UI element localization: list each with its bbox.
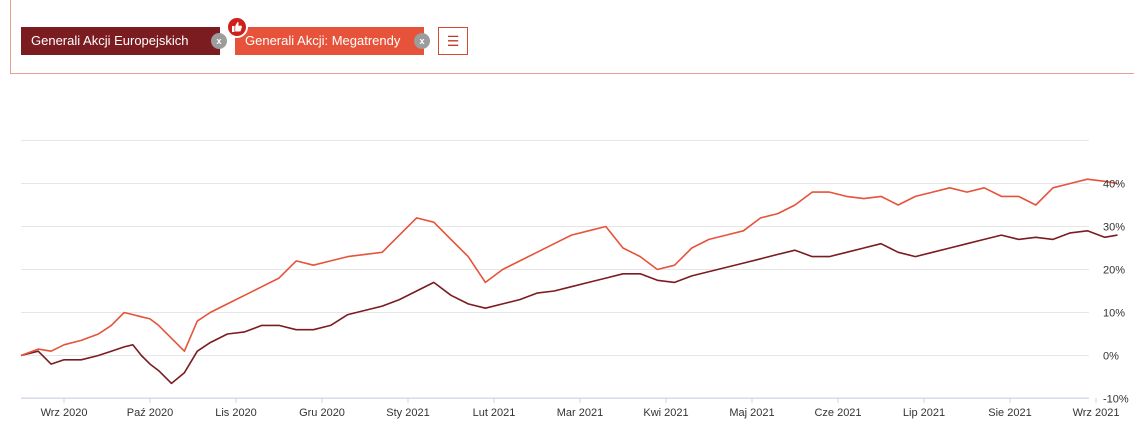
series-lines bbox=[20, 178, 1118, 385]
thumbs-up-icon bbox=[226, 16, 248, 38]
hamburger-menu-icon: ☰ bbox=[446, 33, 460, 49]
grid-lines bbox=[21, 140, 1089, 399]
x-axis-labels: Wrz 2020 Paź 2020 Lis 2020 Gru 2020 Sty 2021… bbox=[41, 407, 1120, 419]
y-tick-label: 30% bbox=[1103, 222, 1125, 234]
chart-menu-button[interactable]: ☰ bbox=[438, 27, 468, 55]
x-tick-label: Lut 2021 bbox=[473, 407, 516, 419]
y-tick-label: 40% bbox=[1103, 179, 1125, 191]
x-tick-label: Mar 2021 bbox=[557, 407, 603, 419]
series-line-2 bbox=[20, 178, 1118, 357]
x-tick-label: Lip 2021 bbox=[903, 407, 945, 419]
y-axis-labels: -10% 0% 10% 20% 30% 40% bbox=[1103, 179, 1129, 406]
x-tick-label: Lis 2020 bbox=[215, 407, 257, 419]
x-axis bbox=[21, 397, 1097, 403]
x-tick-label: Wrz 2021 bbox=[1073, 407, 1120, 419]
remove-series-1-icon[interactable]: x bbox=[211, 33, 227, 49]
series-chip-label: Generali Akcji Europejskich bbox=[31, 33, 189, 48]
chart-toolbar bbox=[10, 0, 1134, 74]
y-tick-label: 0% bbox=[1103, 351, 1119, 363]
x-tick-label: Wrz 2020 bbox=[41, 407, 88, 419]
y-tick-label: -10% bbox=[1103, 394, 1129, 406]
x-tick-label: Sie 2021 bbox=[988, 407, 1031, 419]
x-tick-label: Gru 2020 bbox=[299, 407, 345, 419]
y-tick-label: 10% bbox=[1103, 308, 1125, 320]
x-tick-label: Cze 2021 bbox=[814, 407, 861, 419]
series-line-1 bbox=[20, 230, 1118, 385]
remove-series-2-icon[interactable]: x bbox=[414, 33, 430, 49]
series-chip-label: Generali Akcji: Megatrendy bbox=[245, 33, 401, 48]
series-chip-generali-akcji-europejskich[interactable]: Generali Akcji Europejskich bbox=[21, 27, 220, 55]
x-tick-label: Kwi 2021 bbox=[643, 407, 688, 419]
x-tick-label: Paź 2020 bbox=[127, 407, 173, 419]
x-tick-label: Maj 2021 bbox=[729, 407, 774, 419]
series-chip-generali-akcji-megatrendy[interactable]: Generali Akcji: Megatrendy bbox=[235, 27, 424, 55]
x-tick-label: Sty 2021 bbox=[386, 407, 429, 419]
y-tick-label: 20% bbox=[1103, 265, 1125, 277]
